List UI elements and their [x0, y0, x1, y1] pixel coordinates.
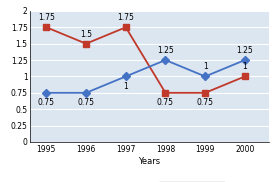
Text: 1: 1 — [203, 62, 207, 72]
Company A — [124, 26, 127, 28]
Company A — [45, 26, 48, 28]
Text: 0.75: 0.75 — [157, 98, 174, 107]
Company B — [204, 75, 207, 78]
Company B — [243, 59, 247, 61]
Text: 1: 1 — [242, 62, 247, 72]
Line: Company B: Company B — [43, 57, 248, 96]
Company A — [204, 92, 207, 94]
Company A — [243, 75, 247, 78]
Company B — [164, 59, 167, 61]
Text: 0.75: 0.75 — [38, 98, 55, 107]
Company A — [84, 43, 88, 45]
Text: 0.75: 0.75 — [197, 98, 214, 107]
X-axis label: Years: Years — [138, 157, 161, 165]
Line: Company A: Company A — [43, 25, 248, 96]
Text: 1.25: 1.25 — [157, 46, 174, 55]
Company B — [84, 92, 88, 94]
Company B — [45, 92, 48, 94]
Text: 1.75: 1.75 — [117, 13, 134, 22]
Company A — [164, 92, 167, 94]
Text: 1.75: 1.75 — [38, 13, 55, 22]
Text: 1.5: 1.5 — [80, 30, 92, 39]
Company B — [124, 75, 127, 78]
Text: 0.75: 0.75 — [78, 98, 94, 107]
Text: 1.25: 1.25 — [237, 46, 253, 55]
Text: 1: 1 — [123, 82, 128, 91]
